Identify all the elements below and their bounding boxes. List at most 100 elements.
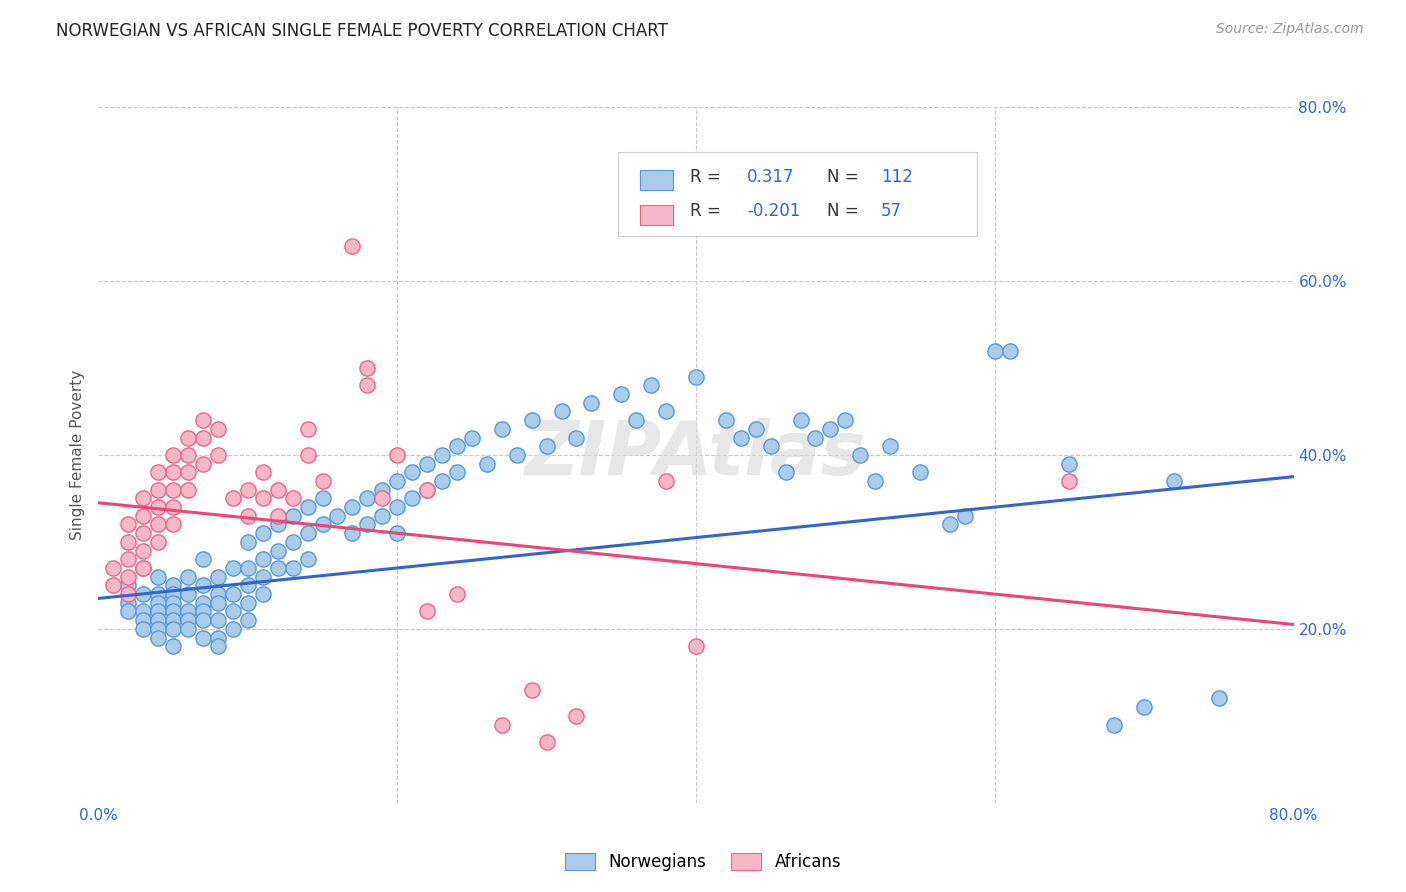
Point bbox=[297, 526, 319, 541]
Point bbox=[117, 517, 139, 532]
Point bbox=[252, 552, 274, 566]
Point bbox=[162, 500, 184, 514]
Point bbox=[730, 431, 752, 445]
Point bbox=[281, 491, 304, 506]
Point bbox=[162, 466, 184, 480]
Point bbox=[1104, 717, 1126, 731]
Text: R =: R = bbox=[690, 168, 725, 186]
Point bbox=[550, 404, 572, 418]
Text: R =: R = bbox=[690, 202, 725, 220]
Point bbox=[162, 578, 184, 592]
Point bbox=[626, 413, 648, 427]
Point bbox=[191, 578, 214, 592]
Text: NORWEGIAN VS AFRICAN SINGLE FEMALE POVERTY CORRELATION CHART: NORWEGIAN VS AFRICAN SINGLE FEMALE POVER… bbox=[56, 22, 668, 40]
Point bbox=[446, 466, 468, 480]
Point bbox=[162, 596, 184, 610]
Point bbox=[491, 717, 513, 731]
Point bbox=[267, 561, 290, 575]
Point bbox=[222, 605, 245, 619]
Point bbox=[820, 422, 842, 436]
Point bbox=[132, 508, 155, 523]
Point bbox=[759, 439, 782, 453]
Point bbox=[132, 587, 155, 601]
Point bbox=[132, 605, 155, 619]
Point bbox=[222, 587, 245, 601]
Point bbox=[162, 448, 184, 462]
Bar bbox=[640, 170, 673, 190]
Text: -0.201: -0.201 bbox=[748, 202, 801, 220]
Point bbox=[148, 613, 170, 627]
Point bbox=[267, 483, 290, 497]
Point bbox=[281, 508, 304, 523]
Point bbox=[461, 431, 484, 445]
Point bbox=[236, 578, 259, 592]
Point bbox=[356, 360, 378, 375]
Text: 0.317: 0.317 bbox=[748, 168, 794, 186]
Point bbox=[207, 587, 229, 601]
Point bbox=[252, 526, 274, 541]
Text: 57: 57 bbox=[882, 202, 903, 220]
Point bbox=[939, 517, 962, 532]
Point bbox=[252, 587, 274, 601]
Point bbox=[207, 596, 229, 610]
Point bbox=[804, 431, 827, 445]
Point bbox=[132, 491, 155, 506]
Point bbox=[148, 483, 170, 497]
Point bbox=[267, 543, 290, 558]
Point bbox=[775, 466, 797, 480]
Point bbox=[148, 631, 170, 645]
Point bbox=[401, 491, 423, 506]
Point bbox=[207, 448, 229, 462]
Point bbox=[416, 457, 439, 471]
Point bbox=[132, 561, 155, 575]
Point bbox=[640, 378, 662, 392]
Point bbox=[311, 491, 333, 506]
Point bbox=[191, 613, 214, 627]
Point bbox=[297, 448, 319, 462]
Point bbox=[191, 457, 214, 471]
Point bbox=[430, 448, 453, 462]
Point bbox=[162, 605, 184, 619]
Point bbox=[371, 508, 394, 523]
Point bbox=[342, 239, 364, 253]
Point bbox=[311, 517, 333, 532]
Point bbox=[236, 508, 259, 523]
Point bbox=[117, 552, 139, 566]
Point bbox=[565, 708, 588, 723]
Point bbox=[297, 422, 319, 436]
Point bbox=[655, 474, 678, 488]
Point bbox=[297, 500, 319, 514]
Point bbox=[297, 552, 319, 566]
Point bbox=[655, 404, 678, 418]
Point bbox=[148, 587, 170, 601]
Point bbox=[311, 474, 333, 488]
Point bbox=[162, 622, 184, 636]
Text: Source: ZipAtlas.com: Source: ZipAtlas.com bbox=[1216, 22, 1364, 37]
Point bbox=[342, 526, 364, 541]
Point bbox=[371, 483, 394, 497]
Point bbox=[953, 508, 976, 523]
Point bbox=[148, 517, 170, 532]
Point bbox=[356, 491, 378, 506]
Point bbox=[506, 448, 529, 462]
Point bbox=[834, 413, 856, 427]
Point bbox=[148, 570, 170, 584]
Point bbox=[416, 483, 439, 497]
Point bbox=[207, 613, 229, 627]
Point bbox=[236, 561, 259, 575]
Point bbox=[148, 596, 170, 610]
Text: N =: N = bbox=[827, 202, 865, 220]
Point bbox=[610, 387, 633, 401]
Point bbox=[207, 639, 229, 653]
Point bbox=[191, 413, 214, 427]
Point bbox=[267, 517, 290, 532]
Point bbox=[132, 543, 155, 558]
Point bbox=[177, 448, 200, 462]
Point bbox=[565, 431, 588, 445]
Point bbox=[132, 613, 155, 627]
Point bbox=[177, 622, 200, 636]
Point bbox=[356, 517, 378, 532]
Point bbox=[581, 396, 603, 410]
Point bbox=[520, 413, 543, 427]
Point bbox=[371, 491, 394, 506]
